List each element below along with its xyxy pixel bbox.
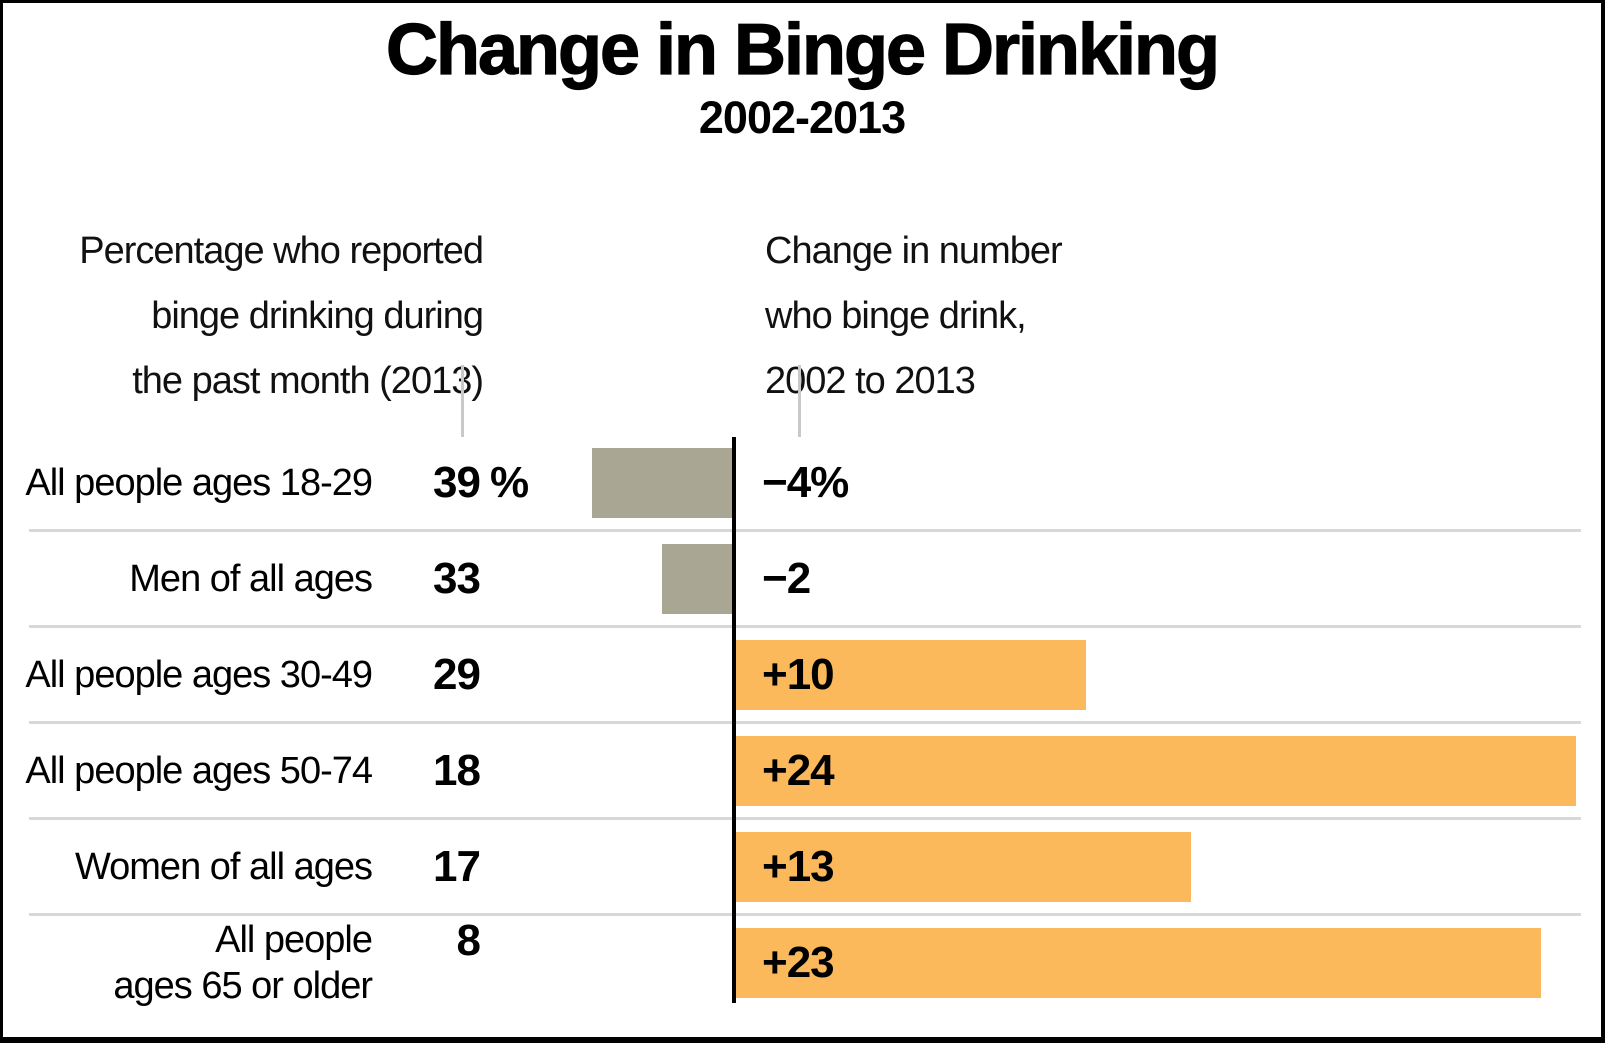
positive-change-bar [736, 928, 1541, 998]
chart-row: All people ages 50-74 18 +24 [3, 721, 1601, 819]
change-value-label: −4% [762, 458, 849, 507]
change-value-label: −2 [762, 554, 811, 603]
category-label: All people ages 65 or older [113, 919, 373, 1007]
chart-row: All people ages 30-49 29 +10 [3, 625, 1601, 723]
positive-change-bar [736, 640, 1086, 710]
row-separator-line [29, 817, 1581, 820]
left-column-header: Percentage who reported binge drinking d… [79, 230, 484, 402]
positive-change-bar [736, 832, 1191, 902]
chart-subtitle: 2002-2013 [698, 92, 906, 143]
negative-change-bar [592, 448, 732, 518]
row-separator-line [29, 625, 1581, 628]
chart-row: All people ages 18-29 39% −4% [3, 435, 1601, 531]
change-value-label: +24 [762, 746, 835, 795]
percentage-value: 18 [433, 746, 481, 795]
row-separator-line [29, 913, 1581, 916]
right-header-pointer-line [798, 365, 801, 437]
category-label: All people ages 30-49 [25, 654, 373, 696]
change-value-label: +10 [762, 650, 835, 699]
category-label: All people ages 50-74 [25, 750, 373, 792]
percent-sign: % [490, 458, 530, 507]
row-separator-line [29, 529, 1581, 532]
category-label: Women of all ages [74, 846, 373, 888]
percentage-value: 29 [433, 650, 481, 699]
chart-row: Women of all ages 17 +13 [3, 817, 1601, 915]
right-column-header: Change in number who binge drink, 2002 t… [765, 230, 1063, 402]
percentage-value: 33 [433, 554, 481, 603]
chart-row: Men of all ages 33 −2 [3, 529, 1601, 627]
category-label: All people ages 18-29 [25, 462, 373, 504]
category-label: Men of all ages [129, 558, 373, 600]
negative-change-bar [662, 544, 732, 614]
chart-row: All people ages 65 or older 8 +23 [3, 913, 1601, 1011]
row-separator-line [29, 721, 1581, 724]
chart-rows: All people ages 18-29 39% −4% Men of all ag… [3, 435, 1601, 1011]
change-value-label: +13 [762, 842, 835, 891]
left-header-pointer-line [461, 365, 464, 437]
zero-axis-line [732, 437, 736, 1003]
chart-title: Change in Binge Drinking [385, 10, 1220, 91]
percentage-value: 39 [433, 458, 481, 507]
percentage-value: 17 [433, 842, 481, 891]
change-value-label: +23 [762, 938, 835, 987]
percentage-value: 8 [456, 916, 482, 965]
positive-change-bar [736, 736, 1576, 806]
